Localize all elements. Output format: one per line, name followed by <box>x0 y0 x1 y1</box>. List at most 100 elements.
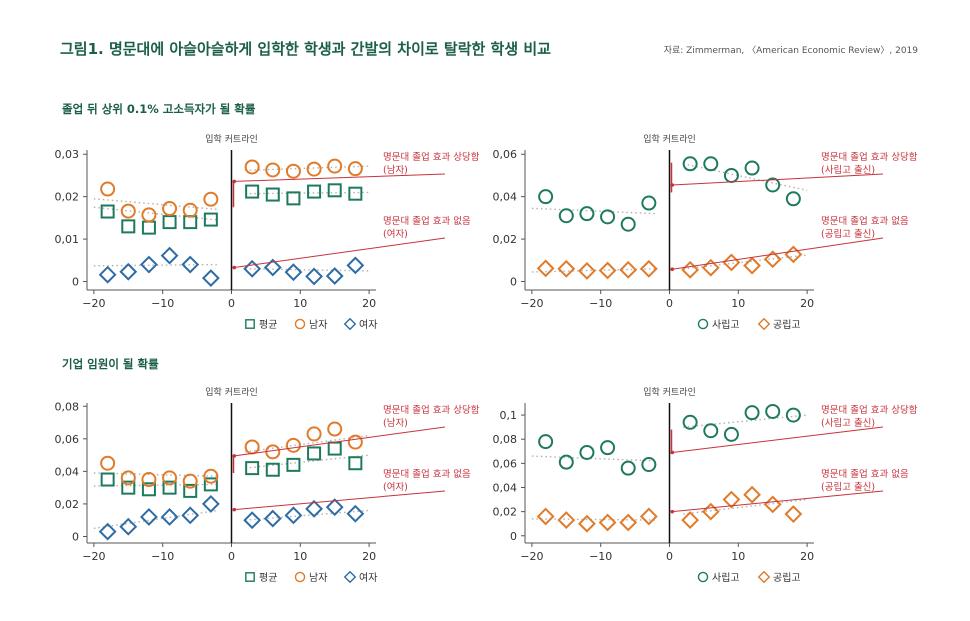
chart-1-circle-point <box>579 206 595 222</box>
chart-3-diamond-point <box>681 511 700 529</box>
chart-2-legend-label: 평균 <box>259 572 277 584</box>
chart-1-circle-point <box>785 191 801 207</box>
chart-0-legend-label: 여자 <box>359 319 377 331</box>
chart-2-legend-label: 남자 <box>309 572 327 584</box>
chart-1-diamond-point <box>784 245 803 264</box>
chart-2-annotation-0: 명문대 졸업 효과 상당함 (남자) <box>383 404 480 429</box>
chart-1-y-tick-label: 0,06 <box>493 148 518 161</box>
chart-1-circle-point <box>682 156 698 172</box>
chart-3-diamond-point <box>598 513 617 532</box>
chart-2-cutoff-label: 입학 커트라인 <box>205 386 258 398</box>
section-title-top-earner: 졸업 뒤 상위 0.1% 고소득자가 될 확률 <box>62 102 256 116</box>
chart-2-diamond-point <box>305 499 323 518</box>
chart-2-annotation-pointer <box>234 490 446 511</box>
chart-3-annotation-dot <box>670 450 675 455</box>
chart-0-circle-point <box>182 202 198 218</box>
chart-2-diamond-point <box>284 506 303 525</box>
chart-3-cutoff-label: 입학 커트라인 <box>643 386 696 398</box>
chart-0-diamond-point <box>284 263 303 282</box>
chart-1-annotation-dot <box>670 267 675 272</box>
chart-0-square-point <box>307 184 322 199</box>
chart-0-diamond-point <box>305 267 323 286</box>
chart-1-annotation-line: 명문대 졸업 효과 없음 <box>821 215 909 227</box>
chart-3-annotation-line: 명문대 졸업 효과 없음 <box>821 468 909 480</box>
chart-3-fit-line <box>683 498 808 515</box>
chart-1-circle-point <box>723 167 739 183</box>
chart-1-cutoff-label: 입학 커트라인 <box>643 133 696 145</box>
chart-3-fit-line <box>683 414 808 428</box>
chart-1-x-tick-label: −20 <box>520 297 543 310</box>
chart-2-x-tick-label: 20 <box>362 550 376 563</box>
chart-0-x-tick-label: 20 <box>362 297 376 310</box>
chart-2-y-tick-label: 0 <box>72 530 79 543</box>
chart-1-diamond-point <box>681 260 700 279</box>
chart-1-y-tick-label: 0,02 <box>493 233 518 246</box>
chart-1-annotation-pointer <box>672 173 884 186</box>
chart-1-diamond-point <box>578 261 596 280</box>
chart-1-diamond-point <box>557 259 576 278</box>
chart-2-circle-point <box>244 439 260 455</box>
chart-2-square-point <box>348 456 363 471</box>
chart-3-diamond-point <box>763 495 782 514</box>
chart-3-y-tick-label: 0,02 <box>493 506 518 519</box>
chart-2-y-tick-label: 0,08 <box>55 400 80 413</box>
chart-1-x-tick-label: 10 <box>731 297 745 310</box>
chart-2-square-point <box>100 472 115 487</box>
chart-1-annotation-1: 명문대 졸업 효과 없음 (공립고 출신) <box>821 215 909 240</box>
chart-2-x-tick-label: 10 <box>293 550 307 563</box>
chart-1-diamond-point <box>722 253 741 272</box>
chart-0-fit-line <box>93 198 218 211</box>
chart-0-cutoff-label: 입학 커트라인 <box>205 133 258 145</box>
chart-1-annotation-0: 명문대 졸업 효과 상당함 (사립고 출신) <box>821 151 918 176</box>
chart-3-diamond-point <box>743 485 761 504</box>
chart-3-diamond-point <box>578 514 596 533</box>
chart-executive-by-school: 0 0,02 0,04 0,06 0,08 0,1 −20 −10 0 10 20 입학 커트라인명문… <box>493 386 918 584</box>
chart-3-circle-point <box>744 405 760 421</box>
chart-3-x-tick-label: 20 <box>800 550 814 563</box>
chart-0-legend-marker <box>343 317 357 331</box>
chart-2-circle-point <box>265 444 281 460</box>
chart-3-y-tick-label: 0,1 <box>500 409 518 422</box>
chart-3-circle-point <box>558 454 574 470</box>
chart-2-y-tick-label: 0,02 <box>55 498 80 511</box>
chart-3-diamond-point <box>557 511 576 529</box>
chart-0-y-tick-label: 0,03 <box>55 148 80 161</box>
chart-2-circle-point <box>327 421 343 437</box>
chart-0-diamond-point <box>243 259 262 278</box>
chart-3-diamond-point <box>722 490 741 509</box>
chart-3-x-tick-label: −20 <box>520 550 543 563</box>
chart-0-square-point <box>162 215 177 230</box>
chart-0-x-tick-label: −20 <box>82 297 105 310</box>
chart-1-circle-point <box>641 195 657 211</box>
chart-1-legend-label: 공립고 <box>773 318 801 331</box>
section-title-executive: 기업 임원이 될 확률 <box>62 357 159 371</box>
chart-3-circle-point <box>765 403 781 419</box>
chart-0-circle-point <box>265 162 281 178</box>
chart-3-annotation-line: (사립고 출신) <box>821 417 875 429</box>
chart-2-legend-marker <box>245 572 255 582</box>
chart-1-x-tick-label: −10 <box>589 297 612 310</box>
chart-0-annotation-line: (남자) <box>383 165 408 176</box>
chart-2-y-tick-label: 0,06 <box>55 433 80 446</box>
chart-0-diamond-point <box>325 267 344 285</box>
chart-3-circle-point <box>538 434 554 450</box>
chart-0-x-tick-label: −10 <box>151 297 174 310</box>
chart-2-legend-label: 여자 <box>359 572 377 584</box>
chart-3-annotation-line: (공립고 출신) <box>821 481 875 493</box>
chart-1-diamond-point <box>639 259 658 278</box>
chart-0-circle-point <box>120 203 136 219</box>
chart-0-circle-point <box>100 181 116 197</box>
chart-0-annotation-line: 명문대 졸업 효과 상당함 <box>383 151 480 163</box>
chart-2-annotation-line: 명문대 졸업 효과 없음 <box>383 468 471 480</box>
chart-0-circle-point <box>162 201 178 217</box>
chart-1-circle-point <box>703 156 719 172</box>
chart-3-circle-point <box>620 460 636 476</box>
chart-1-circle-point <box>558 208 574 224</box>
chart-0-x-tick-label: 0 <box>228 297 235 310</box>
chart-0-square-point <box>286 191 301 206</box>
chart-2-x-tick-label: 0 <box>228 550 235 563</box>
chart-3-diamond-point <box>701 502 720 521</box>
chart-2-diamond-point <box>325 498 344 517</box>
chart-0-square-point <box>265 187 280 202</box>
